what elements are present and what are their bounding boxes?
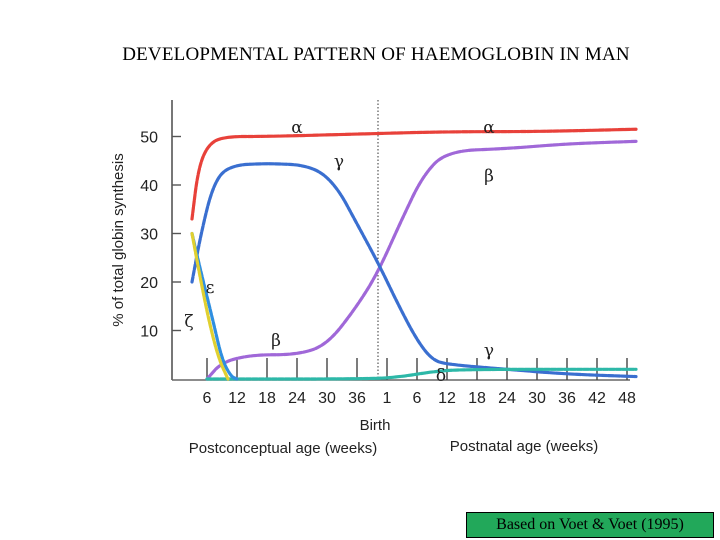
- x-tick-label: 6: [413, 390, 422, 407]
- series-layer: [190, 127, 638, 381]
- x-tick-label: 30: [318, 390, 336, 407]
- series-line-beta: [205, 139, 638, 381]
- x-tick-label: 36: [348, 390, 366, 407]
- curve-label-delta: δ: [436, 366, 446, 386]
- curve-label-beta: β: [271, 331, 281, 351]
- x-tick-label: 36: [558, 390, 576, 407]
- series-line-gamma: [190, 162, 638, 379]
- curve-label-layer: α α β β γ γ δ εζ: [184, 118, 495, 386]
- slide-title: DEVELOPMENTAL PATTERN OF HAEMOGLOBIN IN …: [122, 44, 630, 65]
- x-tick-label: 6: [203, 390, 212, 407]
- curve-label-alpha: α: [483, 118, 495, 138]
- y-tick-label: 10: [140, 324, 158, 341]
- x-axis-title-postconceptual: Postconceptual age (weeks): [189, 440, 377, 457]
- x-tick-label: 18: [258, 390, 276, 407]
- x-tick-label: 48: [618, 390, 636, 407]
- citation-caption: Based on Voet & Voet (1995): [466, 512, 714, 538]
- series-line-epsilon: [190, 231, 239, 381]
- x-axis-title-postnatal: Postnatal age (weeks): [450, 438, 598, 455]
- x-tick-label: 42: [588, 390, 606, 407]
- series-line-alpha: [190, 127, 638, 221]
- chart-frame: 10 20 30 40 50 6 12 18 24 30 36 1 6 12 18 24 30 36 42 48: [140, 100, 636, 407]
- curve-label-alpha: α: [291, 118, 303, 138]
- curve-label-zeta: ζ: [184, 312, 193, 332]
- x-tick-label: 1: [383, 390, 392, 407]
- curve-label-beta: β: [484, 166, 494, 186]
- x-tick-label: 18: [468, 390, 486, 407]
- x-tick-label: 30: [528, 390, 546, 407]
- x-tick-label: 24: [498, 390, 516, 407]
- birth-label: Birth: [360, 417, 391, 434]
- curve-label-epsilon: ε: [206, 278, 215, 298]
- y-tick-label: 40: [140, 178, 158, 195]
- x-tick-label: 24: [288, 390, 306, 407]
- y-tick-label: 30: [140, 227, 158, 244]
- x-tick-label: 12: [228, 390, 246, 407]
- y-tick-label: 50: [140, 130, 158, 147]
- x-tick-label: 12: [438, 390, 456, 407]
- curve-label-gamma: γ: [484, 341, 494, 361]
- y-axis-title: % of total globin synthesis: [110, 153, 127, 326]
- series-line-zeta: [190, 231, 230, 381]
- curve-label-gamma: γ: [334, 152, 344, 172]
- y-tick-label: 20: [140, 275, 158, 292]
- series-line-delta: [205, 367, 638, 381]
